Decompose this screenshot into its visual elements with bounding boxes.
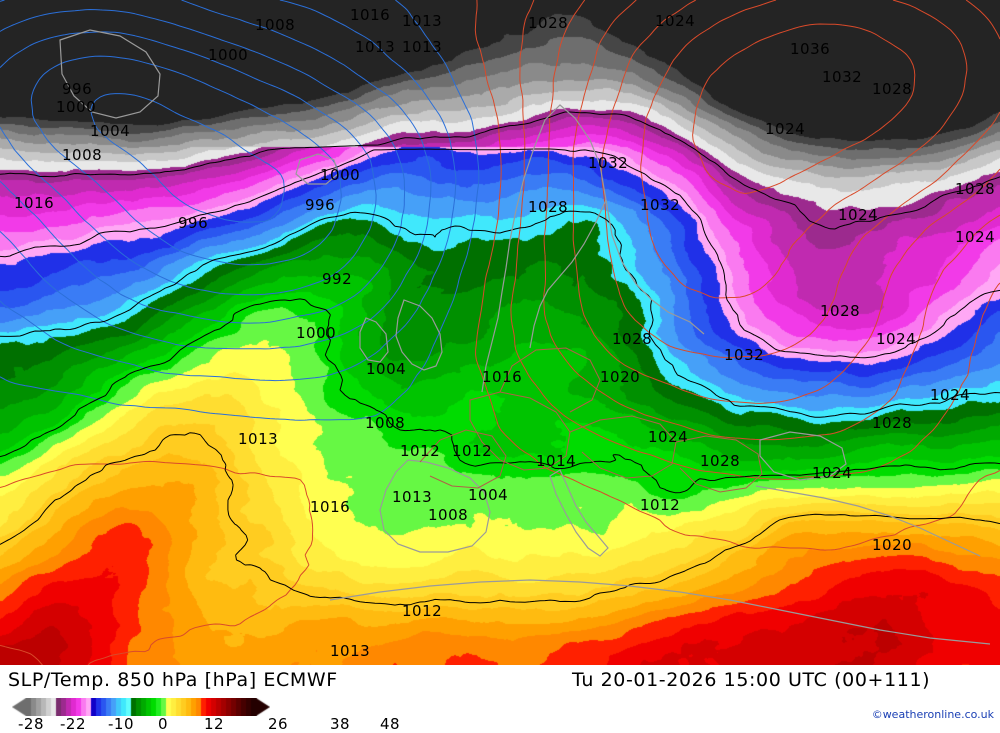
thickness-contour	[0, 148, 1000, 359]
product-title: SLP/Temp. 850 hPa [hPa] ECMWF	[8, 669, 338, 691]
colorbar-gradient	[12, 698, 270, 716]
isobar-contour	[543, 0, 1000, 441]
country-border	[499, 347, 601, 413]
colorbar-tick: -28	[18, 715, 44, 733]
colorbar-tick: -10	[108, 715, 134, 733]
isobar-contour	[640, 0, 968, 299]
isobar-contour	[30, 55, 342, 266]
weather-map-canvas-region[interactable]: 1008 1016 1013 1028 1024 1036 1000 1013 1013 1032…	[0, 0, 1000, 665]
country-border	[469, 391, 571, 471]
isobar-contour	[692, 23, 916, 194]
isobar-contour	[0, 0, 1000, 665]
country-border	[419, 429, 507, 489]
colorbar-tick: 26	[268, 715, 289, 733]
coastline	[549, 469, 609, 557]
coastline	[755, 485, 981, 557]
isobar-contour	[572, 0, 1000, 404]
copyright-notice: ©weatheronline.co.uk	[871, 708, 994, 721]
temperature-colorbar	[12, 698, 270, 716]
coastline	[481, 119, 546, 393]
coastline	[59, 29, 161, 119]
coastline	[295, 153, 339, 185]
temperature-pressure-map[interactable]	[0, 0, 1000, 665]
thickness-contour	[0, 432, 1000, 606]
coastline	[395, 299, 443, 371]
isobar-contour	[90, 93, 285, 223]
map-footer: SLP/Temp. 850 hPa [hPa] ECMWF Tu 20-01-2…	[0, 665, 1000, 733]
colorbar-tick: 12	[204, 715, 225, 733]
isobar-contour	[0, 31, 377, 296]
colorbar-tick: 48	[380, 715, 401, 733]
isobar-contour	[0, 9, 406, 324]
isobar-contour	[601, 0, 1000, 359]
coastline	[329, 579, 991, 645]
colorbar-tick: 38	[330, 715, 351, 733]
isobar-contour-layer	[0, 0, 1000, 665]
colorbar-tick: 0	[158, 715, 169, 733]
isobar-contour	[0, 0, 457, 382]
isobar-contour	[510, 0, 1000, 480]
colorbar-tick-labels: -28 -22 -10 0 12 26 38 48	[0, 715, 400, 733]
isobar-contour	[0, 0, 480, 421]
coastline	[759, 431, 847, 481]
coastline	[379, 459, 491, 553]
coastline	[359, 317, 389, 363]
colorbar-tick: -22	[60, 715, 86, 733]
country-border	[675, 435, 763, 493]
isobar-contour	[0, 0, 432, 350]
thickness-contour	[0, 210, 1000, 418]
thickness-contour	[0, 298, 1000, 494]
country-border	[569, 415, 677, 479]
forecast-datetime: Tu 20-01-2026 15:00 UTC (00+111)	[572, 669, 931, 691]
thickness-contour	[0, 111, 1000, 230]
coastline	[544, 104, 705, 335]
coastline	[529, 199, 607, 349]
